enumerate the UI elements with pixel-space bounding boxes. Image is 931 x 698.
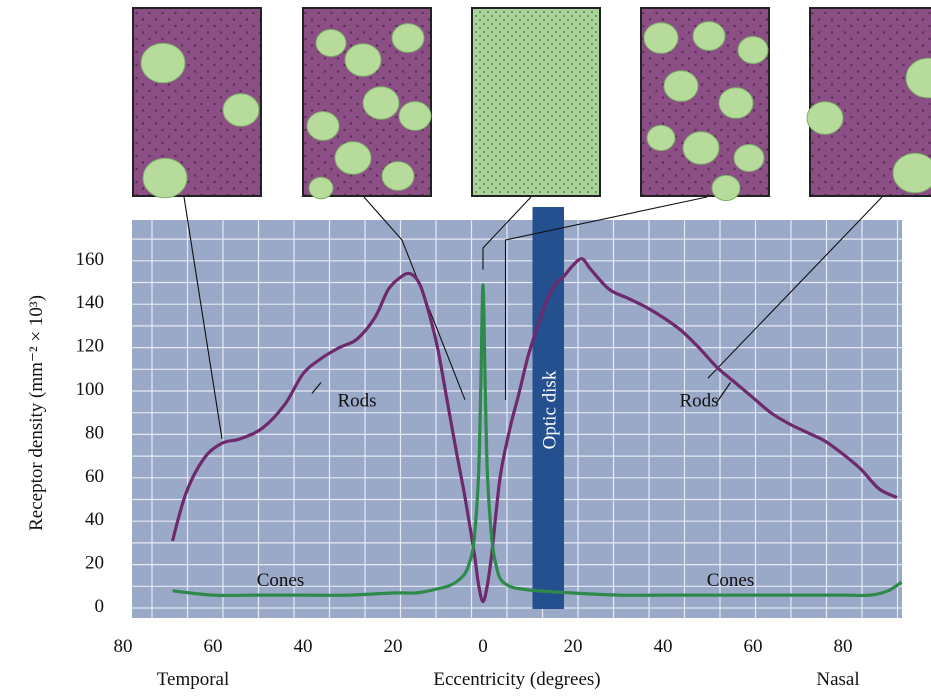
micrographs [132,7,931,202]
y-tick-label: 160 [76,249,105,270]
rods-pointer [716,382,731,403]
x-tick-labels: 80 60 40 20 0 20 40 60 80 [114,636,853,657]
series-line-rods [170,257,898,604]
x-tick-label: 60 [744,636,763,657]
leader-line [363,196,466,401]
series-label-rods: Rods [679,390,718,411]
y-tick-label: 40 [85,509,104,530]
micrograph-temporal-far [132,7,262,199]
micrograph-fovea [471,7,601,197]
nasal-label: Nasal [816,669,859,690]
plot-background [132,220,902,618]
x-tick-label: 0 [478,636,488,657]
y-tick-labels: 0 20 40 60 80 100 120 140 160 [76,249,105,617]
series-label-cones: Cones [707,570,755,591]
y-tick-label: 140 [76,292,105,313]
rods-pointer [311,382,322,394]
y-tick-label: 20 [85,553,104,574]
y-tick-label: 0 [95,596,105,617]
y-tick-label: 120 [76,336,105,357]
micrograph-nasal-far [806,7,931,197]
x-tick-label: 80 [114,636,133,657]
x-tick-label: 80 [834,636,853,657]
series-label-rods: Rods [337,390,376,411]
x-tick-label: 40 [294,636,313,657]
series-label-cones: Cones [257,570,305,591]
y-tick-label: 100 [76,379,105,400]
leader-line [504,196,708,400]
y-axis-title: Receptor density (mm⁻² × 10³) [26,295,47,531]
leader-line [183,196,223,439]
x-tick-label: 20 [384,636,403,657]
y-tick-label: 80 [85,422,104,443]
x-tick-label: 60 [204,636,223,657]
series [170,257,903,604]
y-tick-label: 60 [85,466,104,487]
x-axis-title: Eccentricity (degrees) [433,669,600,690]
series-labels: Rods Rods Cones Cones [257,382,755,591]
micrograph-leader-lines [183,196,883,439]
x-tick-label: 40 [654,636,673,657]
leader-line [707,196,883,379]
leader-line [482,196,532,270]
temporal-label: Temporal [157,669,230,690]
micrograph-nasal-near [640,7,770,202]
x-tick-label: 20 [564,636,583,657]
series-line-cones [172,283,903,598]
micrograph-temporal-near [302,7,432,200]
optic-disk-bar [532,207,564,609]
optic-disk-label: Optic disk [539,370,560,449]
